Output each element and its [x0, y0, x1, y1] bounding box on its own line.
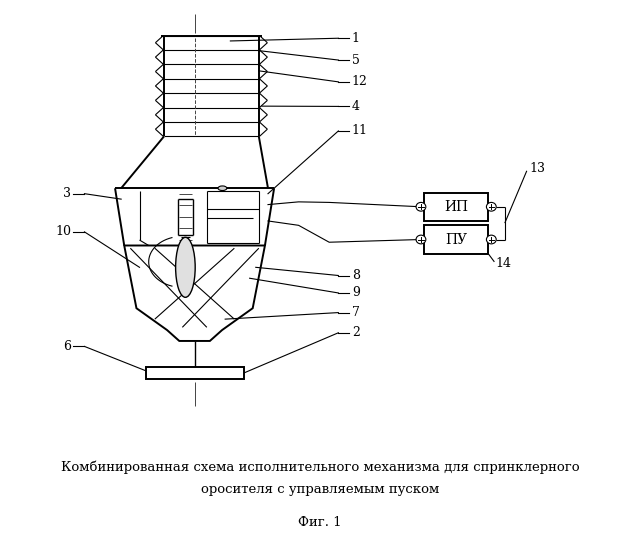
Text: 8: 8	[352, 269, 360, 282]
Text: 9: 9	[352, 287, 360, 299]
Text: 10: 10	[55, 225, 71, 239]
Text: 1: 1	[352, 32, 360, 45]
Bar	[424, 193, 488, 221]
Circle shape	[486, 235, 496, 244]
Ellipse shape	[175, 237, 195, 298]
Circle shape	[416, 235, 426, 244]
Text: 5: 5	[352, 53, 360, 67]
Text: 6: 6	[63, 340, 71, 353]
Text: 13: 13	[529, 161, 545, 175]
Text: 2: 2	[352, 326, 360, 339]
Text: 7: 7	[352, 306, 360, 319]
Ellipse shape	[218, 186, 227, 191]
Text: оросителя с управляемым пуском: оросителя с управляемым пуском	[201, 483, 439, 496]
Text: 14: 14	[495, 257, 511, 270]
Text: Комбинированная схема исполнительного механизма для спринклерного: Комбинированная схема исполнительного ме…	[61, 461, 579, 474]
Text: 3: 3	[63, 187, 71, 200]
Circle shape	[486, 202, 496, 211]
Polygon shape	[124, 246, 265, 341]
Text: Фиг. 1: Фиг. 1	[298, 516, 342, 528]
Text: 11: 11	[352, 125, 368, 137]
Circle shape	[416, 202, 426, 211]
Bar	[146, 367, 244, 379]
Text: ИП: ИП	[444, 200, 468, 214]
Text: ПУ: ПУ	[445, 233, 467, 246]
Bar	[424, 225, 488, 253]
Text: 12: 12	[352, 75, 368, 88]
Text: 4: 4	[352, 100, 360, 113]
